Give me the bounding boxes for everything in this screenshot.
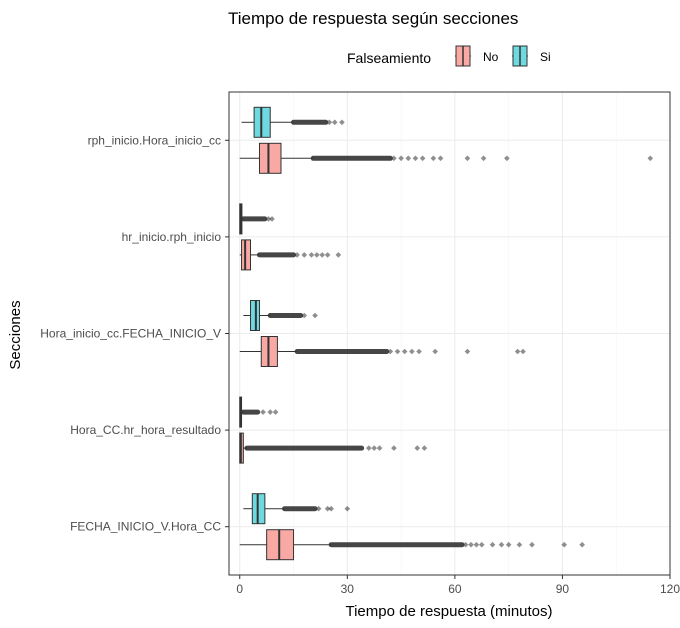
- y-tick-label: Hora_CC.hr_hora_resultado: [70, 423, 221, 437]
- outlier-point: [308, 252, 315, 258]
- outlier-point: [430, 155, 437, 162]
- outlier-point: [371, 445, 378, 451]
- outlier-point: [339, 119, 345, 126]
- x-tick-label: 60: [448, 582, 462, 596]
- x-axis-title: Tiempo de respuesta (minutos): [345, 603, 552, 620]
- y-tick-label: FECHA_INICIO_V.Hora_CC: [70, 520, 221, 534]
- outlier-point: [328, 505, 334, 512]
- outlier-point: [478, 541, 485, 548]
- legend-entry-si: Si: [512, 45, 551, 67]
- outlier-point: [412, 155, 419, 162]
- outlier-point: [398, 155, 404, 162]
- chart-title: Tiempo de respuesta según secciones: [228, 9, 518, 28]
- x-tick-label: 0: [236, 582, 243, 596]
- y-tick-label: rph_inicio.Hora_inicio_cc: [88, 133, 221, 147]
- outlier-point: [312, 312, 318, 319]
- legend-title: Falseamiento: [347, 50, 431, 66]
- outlier-point: [335, 252, 342, 258]
- outlier-point: [391, 155, 397, 162]
- outlier-point: [464, 155, 471, 162]
- outlier-point: [319, 252, 326, 258]
- outlier-point: [260, 409, 266, 415]
- box-no-1: [239, 142, 654, 174]
- outlier-point: [462, 541, 469, 548]
- outlier-point: [520, 348, 526, 355]
- outlier-point: [489, 541, 496, 548]
- box-no-4: [239, 432, 428, 464]
- legend-label: No: [483, 50, 499, 64]
- outlier-point: [414, 445, 421, 451]
- y-tick-label: hr_inicio.rph_inicio: [122, 230, 222, 244]
- y-tick-label: Hora_inicio_cc.FECHA_INICIO_V: [40, 327, 221, 341]
- box-si-5: [243, 493, 351, 525]
- outlier-point: [326, 119, 333, 126]
- box-si-4: [239, 396, 279, 428]
- outlier-point: [314, 252, 320, 258]
- legend-entry-no: No: [455, 45, 499, 67]
- outlier-point: [504, 155, 510, 162]
- outlier-point: [561, 541, 568, 548]
- x-tick-label: 30: [341, 582, 355, 596]
- outlier-point: [473, 541, 480, 548]
- box-no-2: [239, 239, 342, 271]
- outlier-point: [394, 348, 401, 355]
- outlier-point: [409, 348, 415, 355]
- outlier-point: [391, 445, 397, 451]
- legend-entries: No Si: [455, 45, 551, 67]
- outlier-point: [464, 348, 471, 355]
- outlier-point: [419, 155, 426, 162]
- outlier-point: [267, 409, 274, 415]
- legend-label: Si: [540, 50, 551, 64]
- outlier-point: [376, 445, 383, 451]
- outlier-point: [324, 505, 331, 512]
- outlier-point: [505, 541, 512, 548]
- outlier-point: [401, 348, 408, 355]
- outlier-point: [432, 348, 438, 355]
- outlier-point: [480, 155, 487, 162]
- x-axis-ticks: 0 30 60 90 120: [236, 575, 680, 596]
- box-si-2: [239, 203, 275, 235]
- outlier-point: [514, 348, 521, 355]
- outlier-point: [324, 252, 331, 258]
- box-iqr: [258, 142, 282, 174]
- outlier-point: [416, 348, 422, 355]
- x-tick-label: 90: [556, 582, 570, 596]
- legend: Falseamiento No Si: [347, 45, 551, 67]
- outlier-point: [437, 155, 444, 162]
- outlier-point: [387, 348, 394, 355]
- outlier-point: [272, 409, 279, 415]
- box-si-1: [241, 106, 345, 138]
- outlier-point: [468, 541, 474, 548]
- y-axis-title: Secciones: [7, 300, 24, 369]
- outlier-point: [405, 155, 412, 162]
- outlier-point: [265, 216, 272, 222]
- outlier-point: [269, 216, 275, 222]
- outlier-point: [516, 541, 523, 548]
- outlier-point: [366, 445, 372, 451]
- outlier-point: [301, 312, 308, 319]
- outlier-point: [294, 252, 300, 258]
- y-axis-ticks: rph_inicio.Hora_inicio_cc hr_inicio.rph_i…: [40, 133, 229, 534]
- outlier-point: [301, 252, 308, 258]
- box-no-3: [239, 336, 526, 367]
- outlier-point: [579, 541, 585, 548]
- outlier-point: [421, 445, 428, 451]
- outlier-point: [331, 119, 338, 126]
- outlier-point: [315, 505, 322, 512]
- outlier-point: [647, 155, 654, 162]
- boxes: [239, 106, 654, 561]
- outlier-point: [344, 505, 351, 512]
- outlier-point: [498, 541, 505, 548]
- outlier-point: [529, 541, 535, 548]
- x-tick-label: 120: [660, 582, 680, 596]
- box-no-5: [239, 529, 585, 561]
- box-si-3: [243, 300, 318, 331]
